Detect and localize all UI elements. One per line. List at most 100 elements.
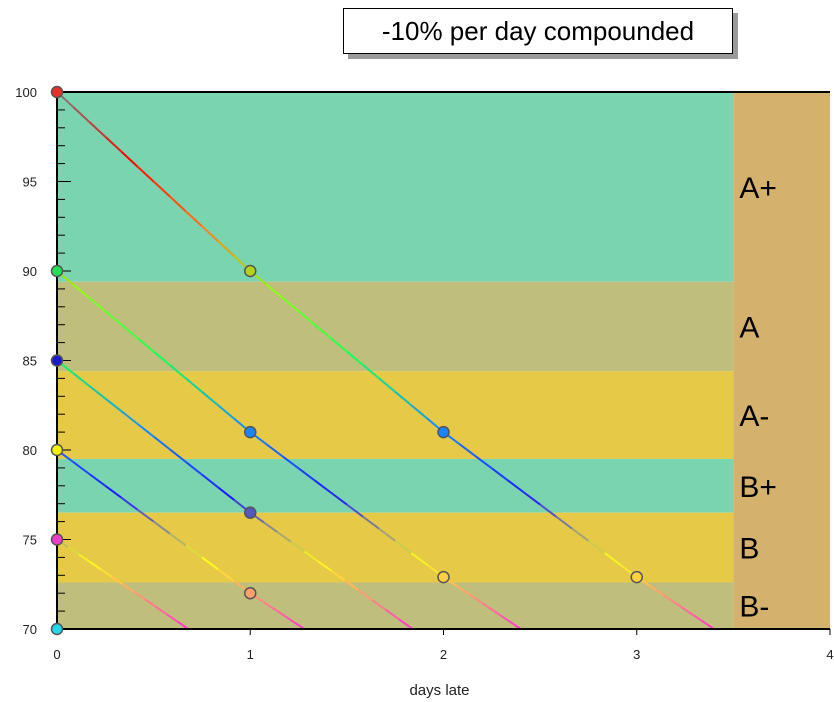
data-point	[244, 264, 257, 278]
series-line-segment	[263, 601, 269, 606]
series-line-segment	[120, 150, 139, 168]
series-line-segment	[258, 598, 265, 603]
grade-label: A-	[739, 400, 769, 433]
series-line-segment	[410, 404, 429, 420]
series-line-segment	[410, 552, 428, 566]
data-point	[244, 425, 257, 439]
x-tick-label: 3	[633, 647, 640, 662]
series-line-segment	[290, 540, 305, 553]
series-line-segment	[314, 323, 332, 339]
series-line-segment	[153, 520, 171, 535]
x-tick-label: 4	[826, 647, 833, 662]
data-point	[50, 354, 64, 367]
series-line-segment	[294, 622, 301, 627]
series-line-segment	[330, 570, 346, 582]
series-line-segment	[100, 568, 113, 578]
series-line-segment	[185, 210, 203, 227]
series-line-segment	[88, 121, 106, 138]
series-line-segment	[661, 593, 670, 600]
series-line-segment	[687, 610, 696, 617]
series-line-segment	[330, 491, 348, 506]
series-line-segment	[133, 590, 146, 600]
data-point	[244, 586, 257, 600]
series-line-segment	[185, 461, 203, 476]
series-line-segment	[104, 397, 123, 413]
grade-labels: A+ A A- B+ B B-	[739, 172, 777, 624]
series-line-segment	[459, 443, 477, 458]
series-line-segment	[144, 598, 157, 608]
series-line-segment	[539, 503, 557, 518]
series-line-segment	[201, 391, 219, 407]
series-line-segment	[265, 443, 284, 458]
data-point	[50, 533, 64, 546]
data-point	[437, 425, 450, 439]
grade-label: A+	[739, 172, 777, 205]
series-line-segment	[378, 377, 396, 393]
series-line-segment	[72, 372, 90, 387]
series-line-segment	[455, 584, 464, 591]
grade-column	[733, 92, 830, 629]
grade-band	[57, 281, 734, 372]
series-line-segment	[104, 310, 123, 326]
series-line-segment	[642, 580, 651, 587]
series-line-segment	[468, 593, 477, 600]
y-tick-label: 80	[23, 443, 37, 458]
data-point	[50, 622, 64, 636]
grade-band	[57, 458, 734, 513]
series-line-segment	[303, 550, 319, 562]
chart-title: -10% per day compounded	[343, 8, 733, 54]
series-line-segment	[371, 599, 387, 611]
series-line-segment	[668, 597, 676, 604]
y-tick-label: 70	[23, 622, 37, 637]
series-line-segment	[488, 606, 496, 613]
series-line-segment	[297, 310, 316, 326]
data-point	[50, 264, 64, 278]
series-line-segment	[152, 350, 171, 366]
data-markers	[50, 85, 643, 636]
series-line-segment	[394, 540, 412, 554]
data-point	[437, 570, 450, 584]
series-line-segment	[120, 496, 139, 511]
series-line-segment	[481, 602, 490, 609]
series-line-segment	[217, 404, 235, 420]
series-line-segment	[136, 508, 155, 523]
grade-label: A	[739, 311, 759, 344]
grade-band	[57, 512, 734, 583]
series-line-segment	[136, 337, 155, 353]
x-axis-title: days late	[409, 682, 469, 699]
series-line-segment	[462, 589, 470, 596]
grade-bands	[57, 92, 830, 629]
series-line-segment	[587, 540, 606, 554]
series-line-segment	[314, 479, 332, 494]
series-line-segment	[555, 515, 573, 530]
series-line-segment	[317, 560, 332, 572]
data-point	[50, 85, 64, 99]
series-line-segment	[169, 364, 187, 380]
series-line-segment	[153, 435, 171, 451]
series-line-segment	[176, 620, 189, 630]
series-line-segment	[201, 225, 219, 242]
y-tick-label: 90	[23, 264, 37, 279]
series-line-segment	[169, 195, 187, 213]
series-line-segment	[88, 385, 106, 400]
series-line-segment	[507, 619, 515, 626]
y-tick-label: 100	[15, 85, 37, 100]
series-line-segment	[120, 323, 139, 339]
series-line-segment	[217, 568, 235, 583]
series-line-segment	[72, 106, 90, 123]
series-line-segment	[681, 606, 689, 613]
series-line-segment	[603, 552, 622, 566]
series-line-segment	[694, 615, 702, 622]
grade-label: B+	[739, 471, 777, 504]
grade-band	[57, 371, 734, 459]
series-line-segment	[344, 579, 360, 592]
series-line-segment	[378, 527, 396, 542]
series-line-segment	[265, 283, 284, 299]
series-line-segment	[571, 527, 590, 542]
series-line-segment	[217, 486, 235, 501]
series-line-segment	[285, 616, 292, 621]
series-line-segment	[136, 423, 155, 438]
series-line-segment	[362, 515, 380, 530]
series-line-segment	[169, 532, 187, 547]
